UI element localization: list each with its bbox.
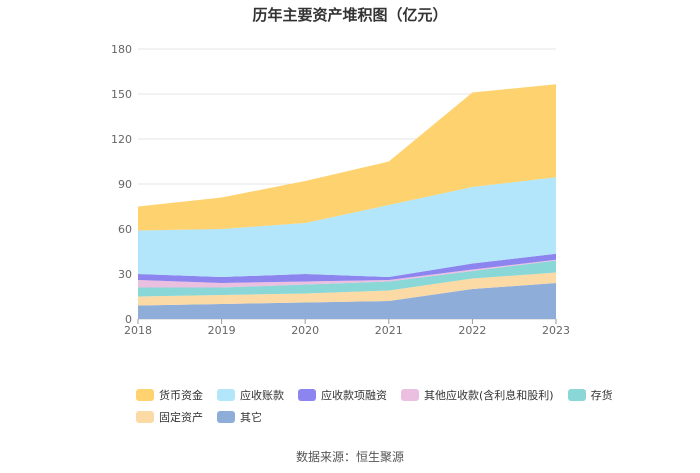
legend-item[interactable]: 其他应收款(含利息和股利): [401, 388, 554, 402]
area-其它: [138, 283, 556, 319]
chart-legend: 货币资金 应收账款 应收款项融资 其他应收款(含利息和股利) 存货固定资产 其它: [136, 388, 616, 424]
x-tick-label: 2018: [124, 324, 152, 337]
legend-label: 其它: [240, 411, 262, 424]
legend-label: 固定资产: [159, 411, 203, 424]
y-tick-label: 0: [125, 313, 132, 326]
legend-swatch: [217, 411, 235, 423]
legend-swatch: [567, 389, 586, 401]
legend-item[interactable]: 应收款项融资: [298, 388, 387, 402]
data-source-note: 数据来源：恒生聚源: [295, 450, 404, 464]
y-tick-label: 150: [111, 88, 132, 101]
legend-item[interactable]: 应收账款: [217, 388, 284, 402]
area-货币资金: [138, 84, 556, 231]
area-应收账款: [138, 177, 556, 277]
y-tick-label: 30: [118, 268, 132, 281]
area-固定资产: [138, 272, 556, 306]
legend-swatch: [217, 389, 235, 401]
x-tick-label: 2022: [458, 324, 486, 337]
legend-label: 应收账款: [240, 389, 284, 402]
y-tick-label: 120: [111, 133, 132, 146]
legend-swatch: [401, 389, 419, 401]
chart-title: 历年主要资产堆积图（亿元）: [252, 6, 448, 24]
y-tick-label: 60: [118, 223, 132, 236]
stacked-area-chart: 0 30 60 90 120 150 180 2018 2019 2020 2021 2022 2023: [111, 43, 570, 337]
legend-item[interactable]: 固定资产: [136, 410, 203, 424]
legend-item[interactable]: 其它: [217, 410, 262, 424]
area-存货: [138, 260, 556, 297]
x-tick-label: 2020: [291, 324, 319, 337]
y-tick-label: 90: [118, 178, 132, 191]
legend-swatch: [136, 411, 154, 423]
legend-swatch: [136, 389, 154, 401]
legend-item[interactable]: 货币资金: [136, 388, 203, 402]
x-tick-label: 2021: [375, 324, 403, 337]
x-tick-label: 2019: [208, 324, 236, 337]
y-tick-label: 180: [111, 43, 132, 56]
legend-label: 应收款项融资: [321, 389, 387, 402]
x-tick-label: 2023: [542, 324, 570, 337]
legend-label: 其他应收款(含利息和股利): [424, 389, 554, 402]
legend-label: 货币资金: [159, 389, 203, 402]
legend-item[interactable]: 存货: [567, 388, 613, 402]
legend-label: 存货: [590, 389, 613, 402]
area-应收款项融资: [138, 253, 556, 283]
area-其他应收款(含利息和股利): [138, 259, 556, 288]
legend-swatch: [298, 389, 316, 401]
